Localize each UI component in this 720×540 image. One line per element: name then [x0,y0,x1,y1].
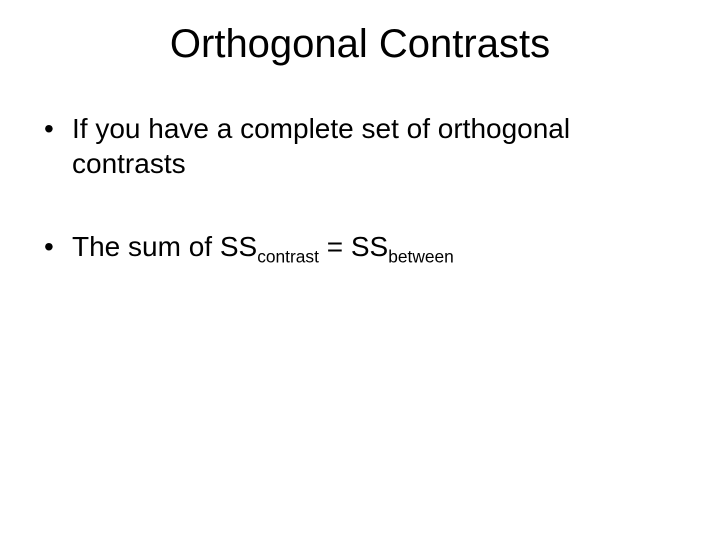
subscript-contrast: contrast [257,247,319,267]
subscript-between: between [388,247,454,267]
bullet-text-pre: The sum of SS [72,231,257,262]
bullet-list: If you have a complete set of orthogonal… [30,111,690,264]
slide-title: Orthogonal Contrasts [30,22,690,67]
bullet-text-mid: = SS [319,231,388,262]
bullet-text: If you have a complete set of orthogonal… [72,113,570,179]
bullet-item: The sum of SScontrast = SSbetween [38,229,690,264]
bullet-item: If you have a complete set of orthogonal… [38,111,690,181]
slide: Orthogonal Contrasts If you have a compl… [0,0,720,540]
